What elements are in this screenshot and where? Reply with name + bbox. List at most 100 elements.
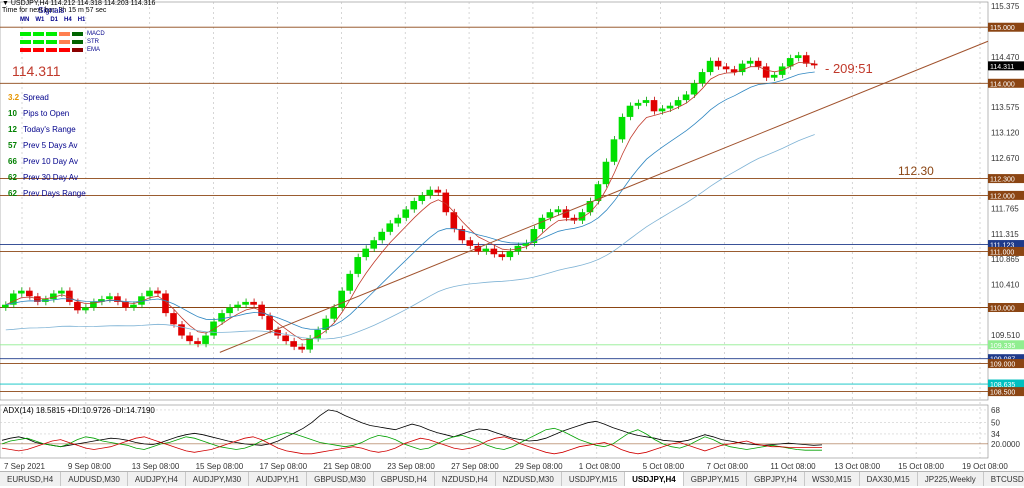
candle-body xyxy=(618,116,626,140)
candle-body xyxy=(578,212,586,221)
candle-body xyxy=(490,248,498,255)
candle-body xyxy=(122,301,129,308)
ema-slow-line xyxy=(5,134,815,340)
info-row: 62 Prev 30 Day Av xyxy=(8,170,86,186)
minus-di-line xyxy=(1,436,823,455)
y-tick-label: 109.510 xyxy=(991,331,1020,340)
signal-row: STR xyxy=(20,38,105,46)
candle-body xyxy=(674,100,682,106)
chart-tab[interactable]: BTCUSD,Daily xyxy=(984,472,1024,486)
info-value: 62 xyxy=(8,189,17,198)
candle-body xyxy=(394,217,402,224)
info-row: 3.2 Spread xyxy=(8,90,86,106)
candle-body xyxy=(290,341,297,347)
signal-row: MACD xyxy=(20,30,105,38)
candle-body xyxy=(746,60,754,64)
signal-block xyxy=(59,48,70,52)
signal-block xyxy=(33,40,44,44)
chart-tab[interactable]: EURUSD,H4 xyxy=(0,472,62,486)
candle-body xyxy=(26,290,33,297)
chart-tab[interactable]: GBPJPY,M15 xyxy=(684,472,748,486)
chart-tab[interactable]: AUDJPY,M30 xyxy=(186,472,250,486)
candle-body xyxy=(602,161,610,185)
level-price-label: 115.000 xyxy=(990,25,1015,32)
candle-body xyxy=(242,301,249,305)
x-tick-label: 9 Sep 08:00 xyxy=(68,462,112,471)
level-price-label: 108.500 xyxy=(990,390,1015,397)
candle-body xyxy=(306,338,313,350)
candle-body xyxy=(754,60,762,67)
chart-header: ▼ USDJPY,H4 114.212 114.318 114.203 114.… xyxy=(2,0,155,14)
candle-body xyxy=(18,290,25,294)
chart-tab[interactable]: AUDJPY,H1 xyxy=(249,472,308,486)
y-tick-label: 115.375 xyxy=(991,2,1020,11)
bar-timer: Time for next bar: 3h 15 m 57 sec xyxy=(2,7,107,14)
y-tick-label: 113.120 xyxy=(991,129,1020,138)
level-price-label: 111.123 xyxy=(990,243,1014,250)
current-price-box xyxy=(988,61,1024,71)
candle-body xyxy=(778,66,786,75)
candle-body xyxy=(370,240,378,249)
candle-body xyxy=(58,290,65,294)
signal-block xyxy=(33,48,44,52)
chart-tab[interactable]: USDJPY,H4 xyxy=(625,472,684,486)
info-label: Pips to Open xyxy=(23,109,70,118)
signal-block xyxy=(72,40,83,44)
candle-body xyxy=(794,55,802,59)
level-price-box xyxy=(988,246,1024,256)
candle-body xyxy=(634,102,642,106)
chart-tab[interactable]: DAX30,M15 xyxy=(860,472,918,486)
level-price-box xyxy=(988,190,1024,200)
chart-tab[interactable]: GBPUSD,M30 xyxy=(307,472,374,486)
chart-tab[interactable]: AUDUSD,M30 xyxy=(61,472,128,486)
info-row: 12 Today's Range xyxy=(8,122,86,138)
plus-di-line xyxy=(1,427,822,451)
adx-label: ADX(14) 18.5815 +DI:10.9726 -DI:14.7190 xyxy=(3,406,155,415)
candle-body xyxy=(810,63,818,66)
candle-body xyxy=(202,335,209,344)
info-row: 10 Pips to Open xyxy=(8,106,86,122)
signal-row: EMA xyxy=(20,46,105,54)
x-tick-label: 19 Oct 08:00 xyxy=(962,462,1008,471)
candle-body xyxy=(474,245,482,252)
candle-body xyxy=(506,251,514,258)
candle-body xyxy=(402,209,410,218)
chart-tab[interactable]: GBPJPY,H4 xyxy=(747,472,806,486)
chart-tab[interactable]: JP225,Weekly xyxy=(918,472,984,486)
signal-block xyxy=(20,40,31,44)
level-price-box xyxy=(988,303,1024,313)
candle-body xyxy=(498,254,506,258)
candle-body xyxy=(450,212,458,230)
candle-body xyxy=(386,223,394,232)
chart-tab[interactable]: NZDUSD,M30 xyxy=(496,472,562,486)
level-price-box xyxy=(988,354,1024,364)
ema-mid-line xyxy=(5,71,815,330)
chart-tab[interactable]: WS30,M15 xyxy=(805,472,860,486)
info-value: 57 xyxy=(8,141,17,150)
candle-body xyxy=(682,94,690,101)
level-price-box xyxy=(988,379,1024,389)
signal-block xyxy=(46,40,57,44)
signal-block xyxy=(59,40,70,44)
level-price-box xyxy=(988,22,1024,32)
y-tick-label: 110.410 xyxy=(991,281,1020,290)
chart-tab[interactable]: USDJPY,M15 xyxy=(562,472,626,486)
info-label: Prev 5 Days Av xyxy=(23,141,78,150)
chart-tab[interactable]: AUDJPY,H4 xyxy=(128,472,186,486)
level-price-label: 110.000 xyxy=(990,306,1015,313)
candle-body xyxy=(482,248,490,252)
chart-tab[interactable]: NZDUSD,H4 xyxy=(435,472,496,486)
signal-timeframe: D1 xyxy=(50,17,59,23)
candle-body xyxy=(298,346,305,350)
candle-body xyxy=(362,248,370,258)
candle-body xyxy=(610,139,618,162)
x-tick-label: 15 Sep 08:00 xyxy=(196,462,244,471)
signal-name: EMA xyxy=(87,47,101,53)
x-tick-label: 7 Sep 2021 xyxy=(4,462,45,471)
info-value: 3.2 xyxy=(8,93,20,102)
candle-body xyxy=(594,184,602,201)
level-price-label: 112.300 xyxy=(990,177,1015,184)
candle-body xyxy=(706,60,714,73)
chart-tab[interactable]: GBPUSD,H4 xyxy=(374,472,435,486)
x-tick-label: 15 Oct 08:00 xyxy=(898,462,944,471)
